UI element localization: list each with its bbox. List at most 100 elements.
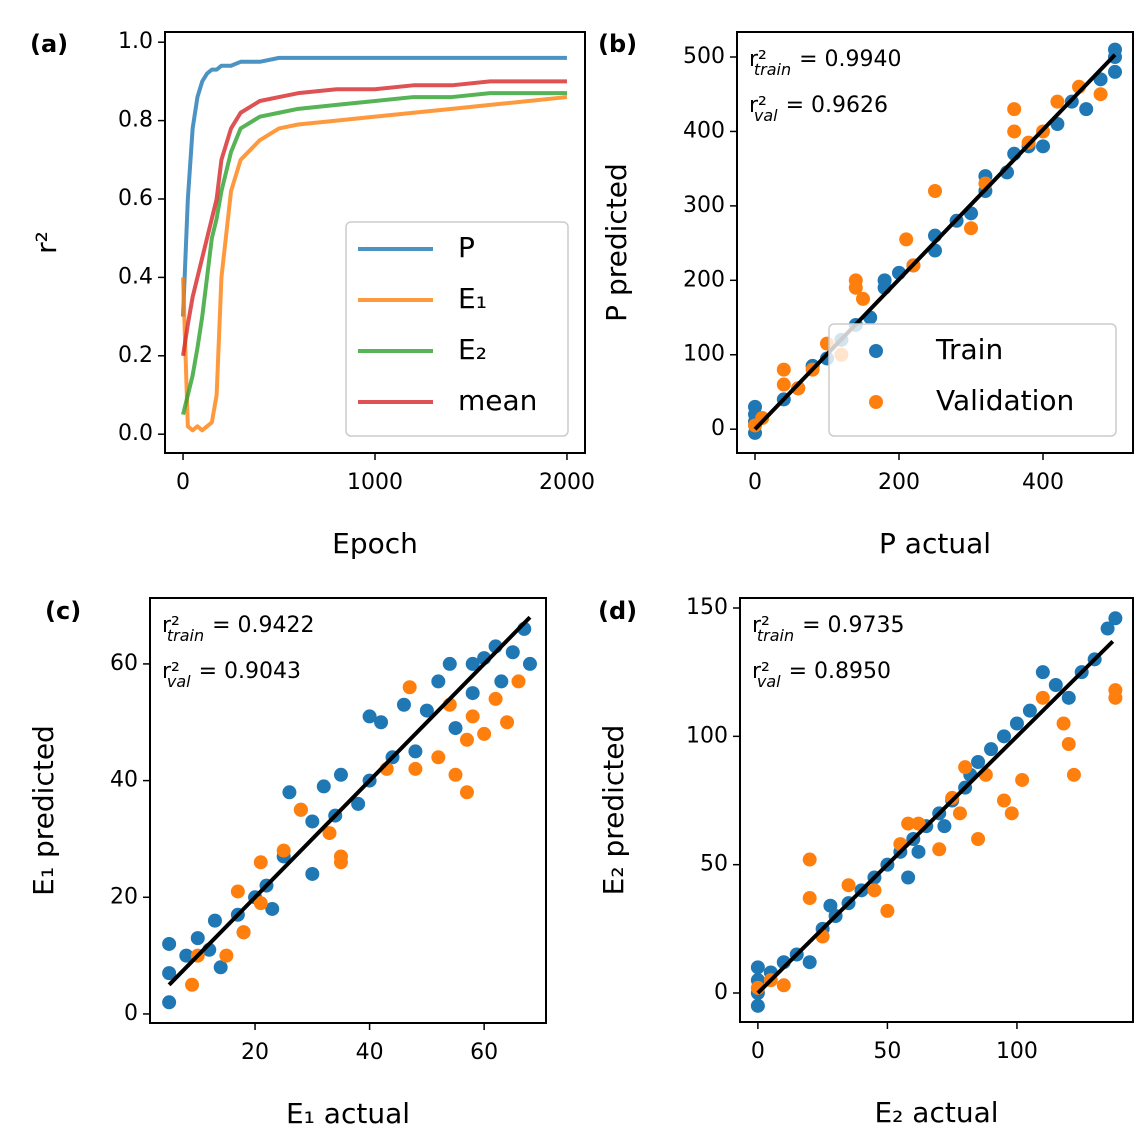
scatter-point <box>465 686 480 701</box>
y-tick-label: 100 <box>686 723 728 748</box>
legend-label: Train <box>935 333 1003 366</box>
scatter-point <box>465 709 480 724</box>
annotation-label: r² <box>752 659 770 684</box>
scatter-point <box>1108 690 1123 705</box>
y-tick-label: 0.2 <box>118 343 153 368</box>
scatter-point <box>932 842 947 857</box>
legend: Train Validation <box>828 323 1117 437</box>
annotation-text: = 0.8950 <box>789 659 891 684</box>
scatter-point <box>802 852 817 867</box>
scatter-point <box>408 744 423 759</box>
panel-label: (b) <box>598 30 637 58</box>
scatter-point <box>333 849 348 864</box>
annotation-subscript: train <box>754 60 791 79</box>
annotation-text: = 0.9940 <box>799 47 901 72</box>
annotation: r²val = 0.9043 <box>162 659 301 691</box>
annotation-label: r² <box>752 613 770 638</box>
scatter-point <box>293 802 308 817</box>
scatter-point <box>802 891 817 906</box>
scatter-point <box>396 697 411 712</box>
y-axis-label: P predicted <box>600 163 633 322</box>
x-tick-label: 0 <box>176 470 190 495</box>
x-tick-label: 400 <box>1022 470 1064 495</box>
y-tick-label: 40 <box>110 768 138 793</box>
scatter-point <box>459 785 474 800</box>
annotation-label: r² <box>162 613 180 638</box>
scatter-point <box>1093 87 1108 102</box>
scatter-point <box>802 955 817 970</box>
scatter-point <box>971 832 986 847</box>
scatter-point <box>253 855 268 870</box>
scatter-point <box>316 779 331 794</box>
scatter-point <box>431 674 446 689</box>
scatter-point <box>162 995 177 1010</box>
x-tick-label: 100 <box>996 1039 1038 1064</box>
scatter-point <box>996 793 1011 808</box>
y-tick-label: 1.0 <box>118 29 153 54</box>
plot-area <box>748 42 1122 440</box>
scatter-point <box>750 960 765 975</box>
legend: P E₁ E₂ mean <box>345 221 569 437</box>
scatter-point <box>937 819 952 834</box>
x-tick-label: 0 <box>748 470 762 495</box>
scatter-point <box>841 878 856 893</box>
y-tick-label: 0.6 <box>118 186 153 211</box>
annotation-text: = 0.9735 <box>802 613 904 638</box>
scatter-point <box>494 674 509 689</box>
legend-swatch <box>869 395 883 409</box>
annotation: r²train = 0.9940 <box>749 47 902 79</box>
scatter-point <box>1079 102 1094 117</box>
plot-area <box>750 611 1123 1013</box>
scatter-point <box>333 767 348 782</box>
scatter-point <box>190 931 205 946</box>
axes-frame <box>149 597 547 1024</box>
scatter-point <box>971 755 986 770</box>
legend-label: P <box>458 231 475 264</box>
scatter-point <box>1061 737 1076 752</box>
x-axis-label: E₂ actual <box>874 1096 998 1129</box>
scatter-point <box>431 750 446 765</box>
scatter-point <box>899 232 914 247</box>
axes-frame <box>736 31 1134 454</box>
scatter-point <box>362 709 377 724</box>
scatter-point <box>402 680 417 695</box>
scatter-point <box>952 806 967 821</box>
scatter-point <box>374 715 389 730</box>
legend-box <box>828 323 1117 437</box>
y-tick-label: 50 <box>700 852 728 877</box>
panel: (a) 0 1000 2000 0.0 0.2 0.4 0.6 0.8 1.0 Epoch r² P E₁… <box>30 29 595 560</box>
plot-area <box>181 55 568 433</box>
scatter-point <box>448 767 463 782</box>
x-axis-label: P actual <box>879 527 991 560</box>
scatter-point <box>750 998 765 1013</box>
scatter-point <box>219 948 234 963</box>
y-tick-label: 0.8 <box>118 108 153 133</box>
scatter-point <box>1004 806 1019 821</box>
scatter-point <box>265 901 280 916</box>
scatter-point <box>984 742 999 757</box>
scatter-point <box>207 913 222 928</box>
legend-swatch <box>869 344 883 358</box>
x-tick-label: 0 <box>751 1039 765 1064</box>
scatter-point <box>213 960 228 975</box>
y-tick-label: 300 <box>683 193 725 218</box>
y-tick-label: 0 <box>711 416 725 441</box>
scatter-point <box>419 703 434 718</box>
annotation: r²train = 0.9422 <box>162 613 315 645</box>
x-axis-label: E₁ actual <box>286 1097 410 1130</box>
x-tick-label: 50 <box>873 1039 901 1064</box>
scatter-point <box>996 729 1011 744</box>
scatter-point <box>1035 665 1050 680</box>
series-line <box>181 55 567 317</box>
series-line <box>181 95 568 433</box>
x-tick-label: 20 <box>241 1040 269 1065</box>
legend-label: E₂ <box>458 333 487 366</box>
x-tick-label: 40 <box>356 1040 384 1065</box>
annotation-label: r² <box>162 659 180 684</box>
legend-label: Validation <box>936 384 1074 417</box>
series-line <box>181 91 567 416</box>
y-axis-label: E₂ predicted <box>597 725 630 896</box>
legend-label: mean <box>458 384 537 417</box>
scatter-point <box>1108 42 1122 57</box>
